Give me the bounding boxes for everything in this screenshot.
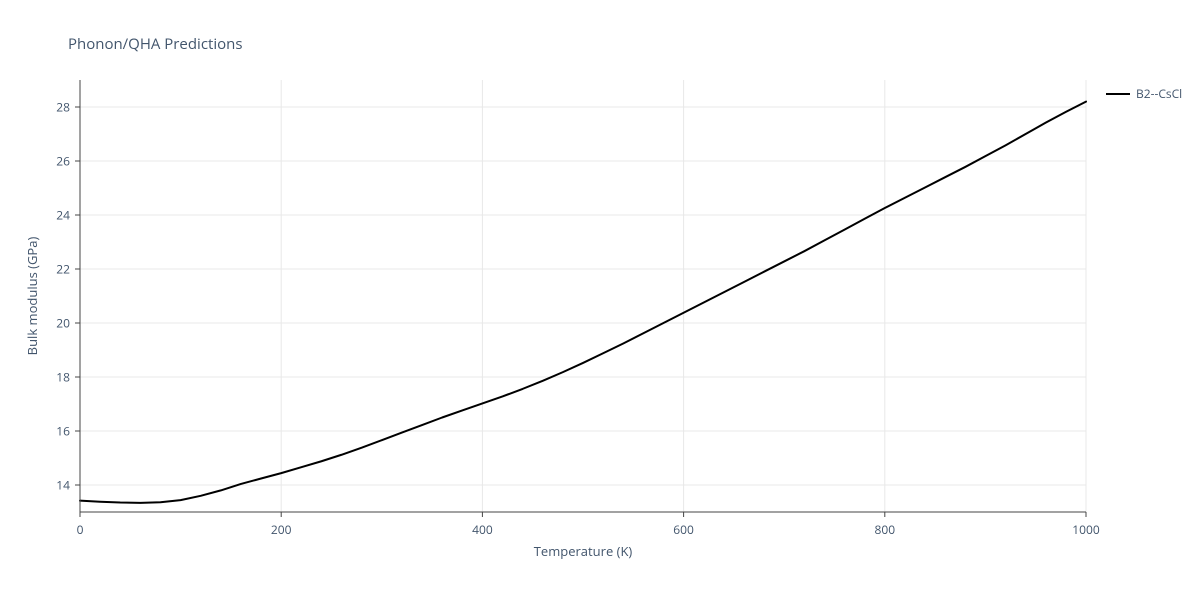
legend-label: B2--CsCl [1136,85,1182,102]
y-axis-label: Bulk modulus (GPa) [23,237,41,356]
chart-container: Phonon/QHA Predictions Bulk modulus (GPa… [0,0,1200,600]
x-tick-label: 400 [472,521,493,538]
y-tick-label: 14 [56,477,70,494]
y-tick-label: 28 [56,99,70,116]
x-tick-label: 200 [271,521,292,538]
y-tick-label: 18 [56,369,70,386]
y-tick-label: 24 [56,207,70,224]
x-tick-label: 1000 [1072,521,1099,538]
x-axis-label: Temperature (K) [534,542,633,560]
y-tick-label: 16 [56,423,70,440]
y-tick-label: 20 [56,315,70,332]
chart-svg [0,0,1200,600]
x-tick-label: 800 [875,521,896,538]
y-tick-label: 26 [56,153,70,170]
legend: B2--CsCl [1106,85,1182,102]
legend-swatch [1106,93,1130,95]
x-tick-label: 0 [77,521,84,538]
y-tick-label: 22 [56,261,70,278]
x-tick-label: 600 [673,521,694,538]
